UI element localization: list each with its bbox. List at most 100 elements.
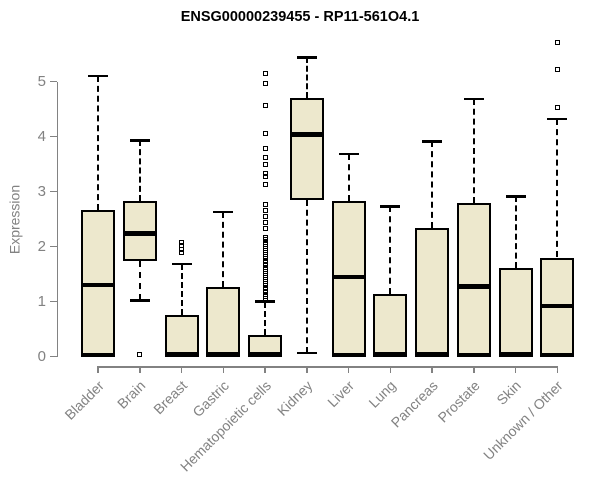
y-axis-line <box>56 81 58 357</box>
x-category-label: Lung <box>365 377 400 411</box>
median-line <box>456 284 491 289</box>
y-axis-tick <box>49 245 57 248</box>
x-category-label: Bladder <box>61 377 107 423</box>
box <box>373 294 408 356</box>
x-category-label: Unknown / Other <box>480 377 567 463</box>
upper-whisker <box>97 76 99 210</box>
x-category-label: Brain <box>114 377 149 412</box>
upper-whisker <box>305 57 308 98</box>
lower-whisker-cap <box>129 299 150 302</box>
y-tick-label: 3 <box>37 182 46 200</box>
x-axis-tick <box>222 366 225 373</box>
chart-title: ENSG00000239455 - RP11-561O4.1 <box>180 9 420 25</box>
median-line <box>331 274 366 279</box>
median-line <box>122 231 157 236</box>
upper-whisker-cap <box>463 97 484 101</box>
x-axis-tick <box>473 366 475 373</box>
y-axis-tick <box>49 135 57 138</box>
upper-whisker-cap <box>88 74 108 78</box>
x-category-label: Prostate <box>434 377 483 426</box>
outlier-point <box>554 39 560 45</box>
outlier-point <box>262 80 268 86</box>
upper-whisker <box>556 118 559 258</box>
upper-whisker-cap <box>380 205 401 208</box>
upper-whisker <box>431 141 434 229</box>
median-line <box>540 303 575 309</box>
x-axis-tick <box>431 366 433 373</box>
outlier-point <box>262 213 268 219</box>
box <box>498 267 533 356</box>
lower-whisker-cap <box>296 351 317 355</box>
x-axis-tick <box>264 366 266 373</box>
upper-whisker-cap <box>547 117 568 121</box>
x-category-label: Kidney <box>273 377 316 419</box>
outlier-point <box>179 246 185 252</box>
x-axis-tick <box>514 366 517 373</box>
box <box>415 228 450 356</box>
upper-whisker <box>347 154 350 202</box>
outlier-point <box>262 225 268 231</box>
outlier-point <box>262 235 268 241</box>
y-tick-label: 4 <box>37 127 46 145</box>
x-axis-tick <box>139 366 141 373</box>
box <box>206 287 241 356</box>
outlier-point <box>262 145 268 151</box>
box <box>289 98 324 200</box>
median-line <box>415 352 450 357</box>
y-axis-tick <box>49 300 57 303</box>
lower-whisker <box>138 261 141 301</box>
outlier-point <box>262 130 268 136</box>
median-line <box>498 352 533 357</box>
outlier-point <box>262 182 268 188</box>
upper-whisker-cap <box>129 139 150 142</box>
median-line <box>206 352 241 357</box>
outlier-point <box>262 174 268 180</box>
x-axis-tick <box>97 366 99 373</box>
outlier-point <box>262 202 268 208</box>
median-line <box>289 132 324 137</box>
median-line <box>164 352 199 357</box>
x-axis-tick <box>389 366 392 373</box>
upper-whisker-cap <box>338 152 359 156</box>
outlier-point <box>262 155 268 161</box>
outlier-point <box>179 243 185 249</box>
outlier-point <box>262 162 268 168</box>
median-line <box>373 352 408 357</box>
upper-whisker <box>264 301 267 336</box>
x-category-label: Skin <box>493 377 525 408</box>
box-bottom-bar <box>456 353 491 358</box>
x-axis-tick <box>347 366 350 373</box>
upper-whisker <box>514 196 517 268</box>
x-axis-tick <box>180 366 183 373</box>
lower-whisker <box>305 199 308 354</box>
x-axis-line <box>97 366 559 368</box>
box <box>456 203 491 356</box>
outlier-point <box>262 170 268 176</box>
outlier-point <box>262 208 268 214</box>
y-tick-label: 0 <box>37 347 46 365</box>
upper-whisker-cap <box>213 210 234 214</box>
x-category-label: Liver <box>324 377 358 411</box>
y-axis-tick <box>49 355 57 358</box>
upper-whisker-cap <box>255 300 276 303</box>
x-axis-tick <box>556 366 559 373</box>
upper-whisker <box>222 211 225 288</box>
y-tick-label: 5 <box>37 72 46 90</box>
upper-whisker <box>472 99 475 204</box>
y-tick-label: 1 <box>37 292 46 310</box>
median-line <box>81 282 115 288</box>
median-line <box>248 352 283 357</box>
upper-whisker <box>389 206 392 295</box>
x-category-label: Breast <box>150 377 191 418</box>
outlier-point <box>179 250 185 256</box>
box <box>81 209 115 356</box>
box <box>164 314 199 356</box>
outlier-point <box>554 104 560 110</box>
upper-whisker <box>138 140 141 202</box>
upper-whisker-cap <box>296 56 317 59</box>
box-bottom-bar <box>540 353 575 358</box>
outlier-point <box>137 352 143 358</box>
outlier-point <box>262 70 268 76</box>
outlier-point <box>179 240 185 246</box>
upper-whisker-cap <box>422 140 443 143</box>
